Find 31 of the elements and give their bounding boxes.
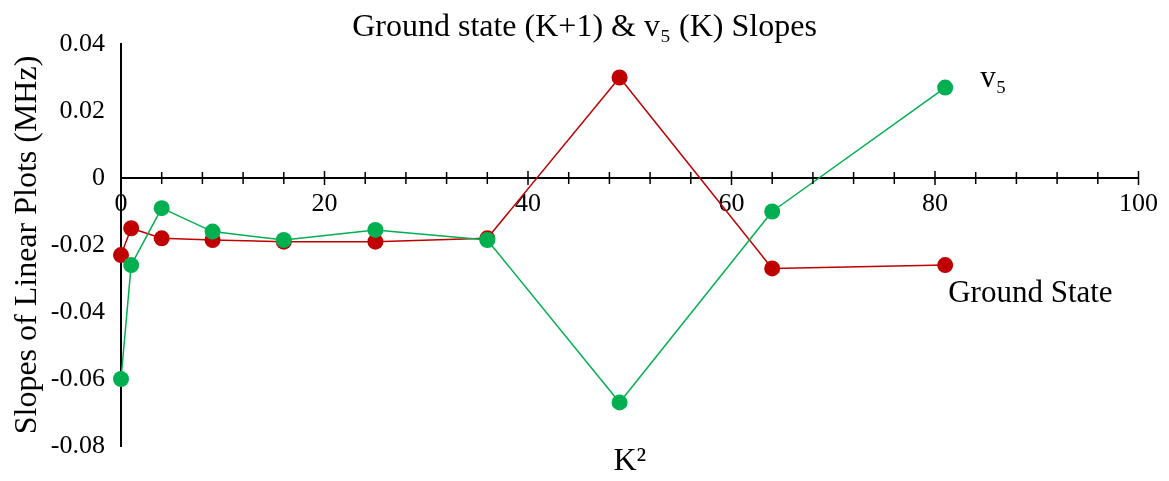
point [937, 79, 954, 96]
point [764, 260, 781, 277]
point [123, 257, 140, 274]
x-axis-title: K² [613, 441, 647, 478]
y-axis-title: Slopes of Linear Plots (MHz) [7, 55, 44, 435]
y-tick-label: -0.08 [50, 429, 105, 459]
point [113, 371, 129, 387]
y-tick-label: 0.02 [59, 94, 105, 124]
point [204, 223, 221, 240]
y-tick-label: 0 [92, 161, 105, 191]
point [367, 221, 384, 238]
y-tick-label: 0.04 [59, 27, 105, 57]
series-label: Ground State [948, 274, 1113, 310]
y-tick-label: -0.04 [50, 295, 105, 325]
point [113, 247, 129, 264]
series-label: v₅ [980, 58, 1007, 94]
point [123, 220, 140, 237]
point [611, 394, 628, 411]
point [153, 230, 170, 247]
x-tick-label: 60 [718, 188, 745, 218]
point [764, 203, 781, 220]
x-tick-label: 40 [515, 188, 541, 218]
y-tick-label: -0.02 [50, 228, 105, 258]
point [611, 69, 628, 86]
x-tick-label: 100 [1119, 188, 1158, 218]
x-tick-label: 80 [922, 188, 948, 218]
y-tick-label: -0.06 [50, 362, 105, 392]
point [937, 257, 954, 274]
chart-title: Ground state (K+1) & v₅ (K) Slopes [352, 7, 817, 44]
point [153, 200, 170, 217]
x-tick-label: 20 [311, 188, 338, 218]
